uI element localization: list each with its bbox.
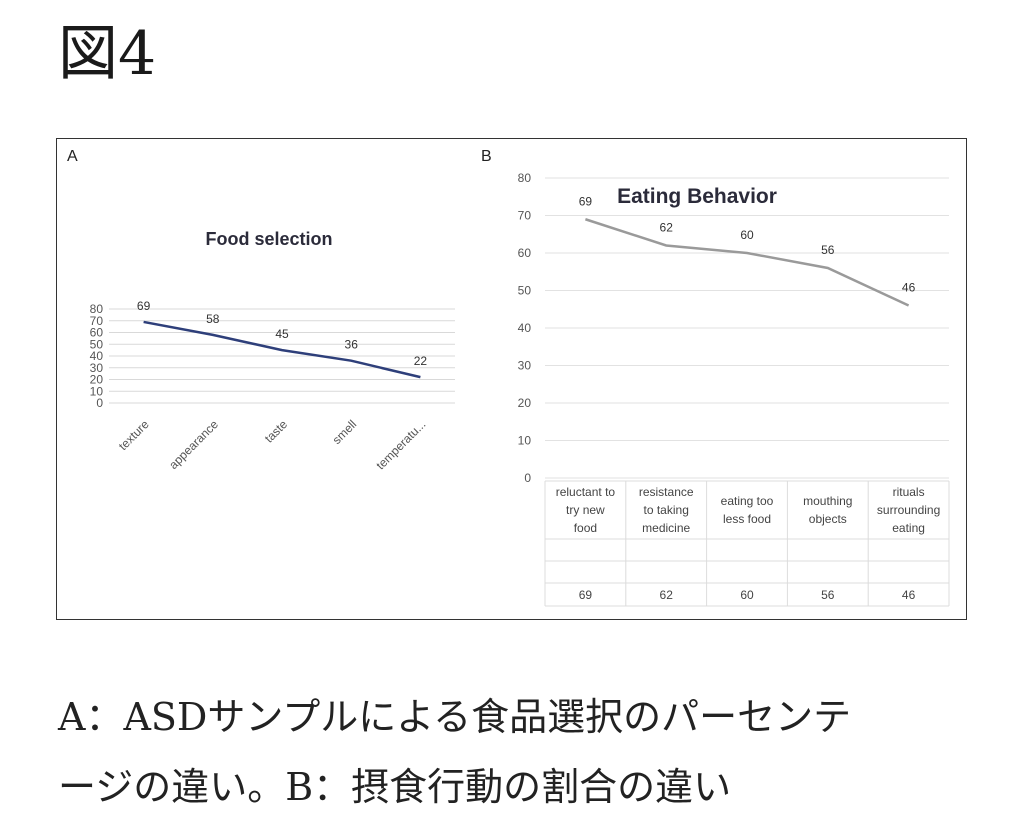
x-tick-label-a: smell: [330, 417, 360, 447]
y-tick-label-b: 0: [524, 471, 531, 485]
category-label-b: surrounding: [877, 503, 940, 517]
x-tick-label-a: appearance: [166, 417, 221, 472]
table-value-b: 60: [740, 588, 754, 602]
panel-label-b: B: [481, 148, 492, 165]
category-label-b: resistance: [639, 485, 694, 499]
category-label-b: reluctant to: [556, 485, 616, 499]
y-tick-label-a: 20: [90, 373, 104, 387]
category-label-b: objects: [809, 512, 847, 526]
data-label-a: 58: [206, 312, 220, 326]
category-label-b: food: [574, 521, 597, 535]
category-label-b: mouthing: [803, 494, 852, 508]
y-tick-label-a: 40: [90, 349, 104, 363]
y-tick-label-b: 40: [518, 321, 532, 335]
y-tick-label-a: 80: [90, 302, 104, 316]
data-label-b: 62: [660, 221, 674, 235]
table-value-b: 46: [902, 588, 916, 602]
figure-title: 図4: [58, 19, 157, 89]
data-label-a: 69: [137, 299, 151, 313]
series-line-a: [143, 320, 421, 379]
panel-b: B 0 10 20 30 40 50 60 70 80 Eating Behavior 69 62 60 5…: [481, 148, 950, 607]
y-tick-label-a: 70: [90, 314, 104, 328]
category-label-b: medicine: [642, 521, 690, 535]
x-tick-label-a: taste: [262, 417, 291, 446]
caption-line-1: A：ASDサンプルによる食品選択のパーセンテ: [58, 695, 852, 739]
data-label-a: 22: [414, 354, 428, 368]
y-tick-label-b: 70: [518, 209, 532, 223]
category-label-b: eating too: [721, 494, 774, 508]
table-value-b: 69: [579, 588, 593, 602]
data-label-b: 69: [579, 194, 593, 208]
data-label-a: 36: [345, 338, 359, 352]
y-tick-label-a: 10: [90, 384, 104, 398]
y-tick-label-b: 60: [518, 246, 532, 260]
chart-title-b: Eating Behavior: [617, 185, 777, 208]
y-tick-label-a: 50: [90, 337, 104, 351]
x-tick-label-a: texture: [116, 417, 152, 453]
y-tick-label-a: 30: [90, 361, 104, 375]
category-label-b: try new: [566, 503, 605, 517]
x-tick-label-a: temperatu...: [373, 417, 428, 472]
series-line-b: [585, 218, 910, 307]
data-label-a: 45: [275, 327, 289, 341]
y-tick-label-b: 10: [518, 434, 532, 448]
y-tick-label-b: 30: [518, 359, 532, 373]
category-label-b: eating: [892, 521, 925, 535]
panel-label-a: A: [67, 148, 78, 165]
y-tick-label-b: 20: [518, 396, 532, 410]
category-label-b: rituals: [893, 485, 925, 499]
category-label-b: less food: [723, 512, 771, 526]
table-value-b: 56: [821, 588, 835, 602]
data-label-b: 56: [821, 243, 835, 257]
category-label-b: to taking: [644, 503, 689, 517]
y-tick-label-b: 50: [518, 284, 532, 298]
table-value-b: 62: [660, 588, 674, 602]
y-tick-label-a: 0: [96, 396, 103, 410]
y-tick-label-b: 80: [518, 171, 532, 185]
figure-frame: A Food selection 0 10 20 30 40 50 60 70 80 69 58 45 36…: [56, 138, 967, 620]
data-label-b: 46: [902, 281, 916, 295]
data-label-b: 60: [740, 228, 754, 242]
chart-title-a: Food selection: [205, 229, 332, 249]
caption-line-2: ージの違い。B：摂食行動の割合の違い: [58, 765, 732, 809]
y-tick-label-a: 60: [90, 326, 104, 340]
